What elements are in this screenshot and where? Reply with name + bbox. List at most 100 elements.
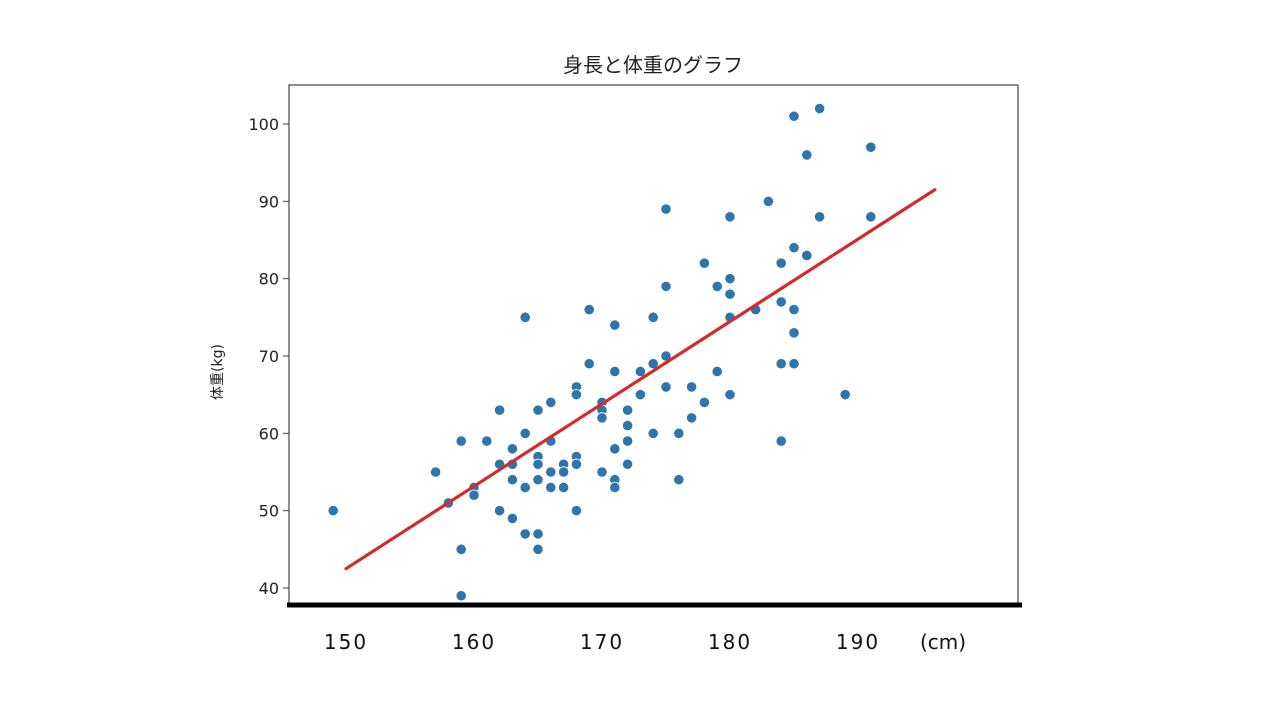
data-point bbox=[532, 528, 544, 540]
data-point bbox=[609, 443, 621, 455]
data-point bbox=[621, 435, 634, 447]
data-point bbox=[711, 365, 723, 378]
y-axis-ticks: 40 50 60 70 80 90 100 bbox=[248, 115, 289, 598]
y-tick-label: 70 bbox=[259, 347, 279, 366]
data-point bbox=[545, 481, 557, 494]
data-point bbox=[775, 358, 787, 370]
x-tick-label: 170 bbox=[580, 630, 624, 654]
data-point bbox=[660, 381, 672, 393]
data-point bbox=[519, 528, 531, 540]
data-point bbox=[609, 481, 621, 494]
plot-frame bbox=[288, 84, 1019, 606]
data-point bbox=[724, 211, 736, 223]
data-point bbox=[532, 474, 544, 486]
data-point bbox=[634, 365, 647, 378]
data-point bbox=[481, 435, 493, 447]
data-point bbox=[647, 358, 659, 370]
data-point bbox=[519, 481, 531, 494]
data-point bbox=[429, 466, 442, 478]
data-point bbox=[660, 280, 672, 292]
data-point bbox=[647, 427, 659, 439]
y-tick-label: 80 bbox=[259, 270, 279, 289]
trend-line bbox=[344, 188, 937, 571]
data-point bbox=[545, 466, 557, 478]
data-point bbox=[724, 273, 736, 285]
data-point bbox=[788, 242, 800, 254]
data-point bbox=[506, 443, 519, 455]
data-points bbox=[327, 102, 877, 602]
data-point bbox=[673, 474, 685, 486]
data-point bbox=[532, 404, 544, 416]
y-axis-label: 体重(kg) bbox=[210, 344, 226, 400]
data-point bbox=[711, 280, 723, 292]
x-tick-label: 150 bbox=[324, 630, 368, 654]
data-point bbox=[621, 419, 634, 432]
data-point bbox=[468, 489, 480, 501]
y-tick-label: 50 bbox=[259, 502, 279, 521]
data-point bbox=[493, 505, 506, 517]
y-tick-label: 40 bbox=[259, 579, 279, 598]
data-point bbox=[801, 149, 813, 161]
data-point bbox=[647, 311, 659, 323]
data-point bbox=[634, 389, 647, 401]
data-point bbox=[519, 311, 531, 323]
data-point bbox=[788, 110, 800, 122]
x-tick-label: 180 bbox=[708, 630, 752, 654]
data-point bbox=[685, 381, 698, 393]
data-point bbox=[327, 505, 339, 517]
data-point bbox=[557, 466, 570, 478]
data-point bbox=[621, 404, 634, 416]
data-point bbox=[788, 303, 800, 316]
y-tick-label: 90 bbox=[259, 192, 279, 211]
x-tick-label: 160 bbox=[452, 630, 496, 654]
x-axis-ticks: 150 160 170 180 190 bbox=[324, 630, 880, 654]
x-tick-label: 190 bbox=[836, 630, 880, 654]
x-axis-unit: (cm) bbox=[920, 630, 966, 654]
data-point bbox=[813, 211, 826, 223]
y-tick-label: 100 bbox=[248, 115, 279, 134]
data-point bbox=[609, 365, 621, 378]
data-point bbox=[532, 458, 544, 470]
data-point bbox=[609, 319, 621, 331]
data-point bbox=[596, 412, 608, 424]
data-point bbox=[506, 474, 519, 486]
data-point bbox=[545, 396, 557, 408]
data-point bbox=[698, 396, 711, 408]
data-point bbox=[455, 543, 467, 555]
data-point bbox=[724, 288, 736, 300]
y-tick-label: 60 bbox=[259, 424, 279, 443]
data-point bbox=[493, 404, 506, 416]
data-point bbox=[660, 203, 672, 215]
data-point bbox=[455, 590, 467, 602]
data-point bbox=[583, 303, 595, 316]
data-point bbox=[801, 249, 813, 262]
data-point bbox=[775, 435, 787, 447]
data-point bbox=[583, 358, 595, 370]
data-point bbox=[685, 412, 698, 424]
data-point bbox=[839, 389, 851, 401]
data-point bbox=[570, 505, 583, 517]
data-point bbox=[673, 427, 685, 439]
data-point bbox=[557, 481, 570, 494]
data-point bbox=[762, 195, 775, 207]
data-point bbox=[788, 358, 800, 370]
data-point bbox=[532, 543, 544, 555]
data-point bbox=[788, 327, 800, 339]
data-point bbox=[775, 296, 787, 308]
data-point bbox=[865, 141, 877, 153]
data-point bbox=[455, 435, 467, 447]
data-point bbox=[570, 458, 583, 470]
data-point bbox=[865, 211, 877, 223]
data-point bbox=[519, 427, 531, 439]
data-point bbox=[775, 257, 787, 269]
data-point bbox=[596, 466, 608, 478]
data-point bbox=[506, 512, 519, 525]
chart-title: 身長と体重のグラフ bbox=[563, 53, 743, 77]
data-point bbox=[724, 389, 736, 401]
data-point bbox=[813, 102, 826, 115]
trend-line-group bbox=[344, 188, 937, 571]
data-point bbox=[621, 458, 634, 470]
data-point bbox=[698, 257, 711, 269]
data-point bbox=[570, 389, 583, 401]
